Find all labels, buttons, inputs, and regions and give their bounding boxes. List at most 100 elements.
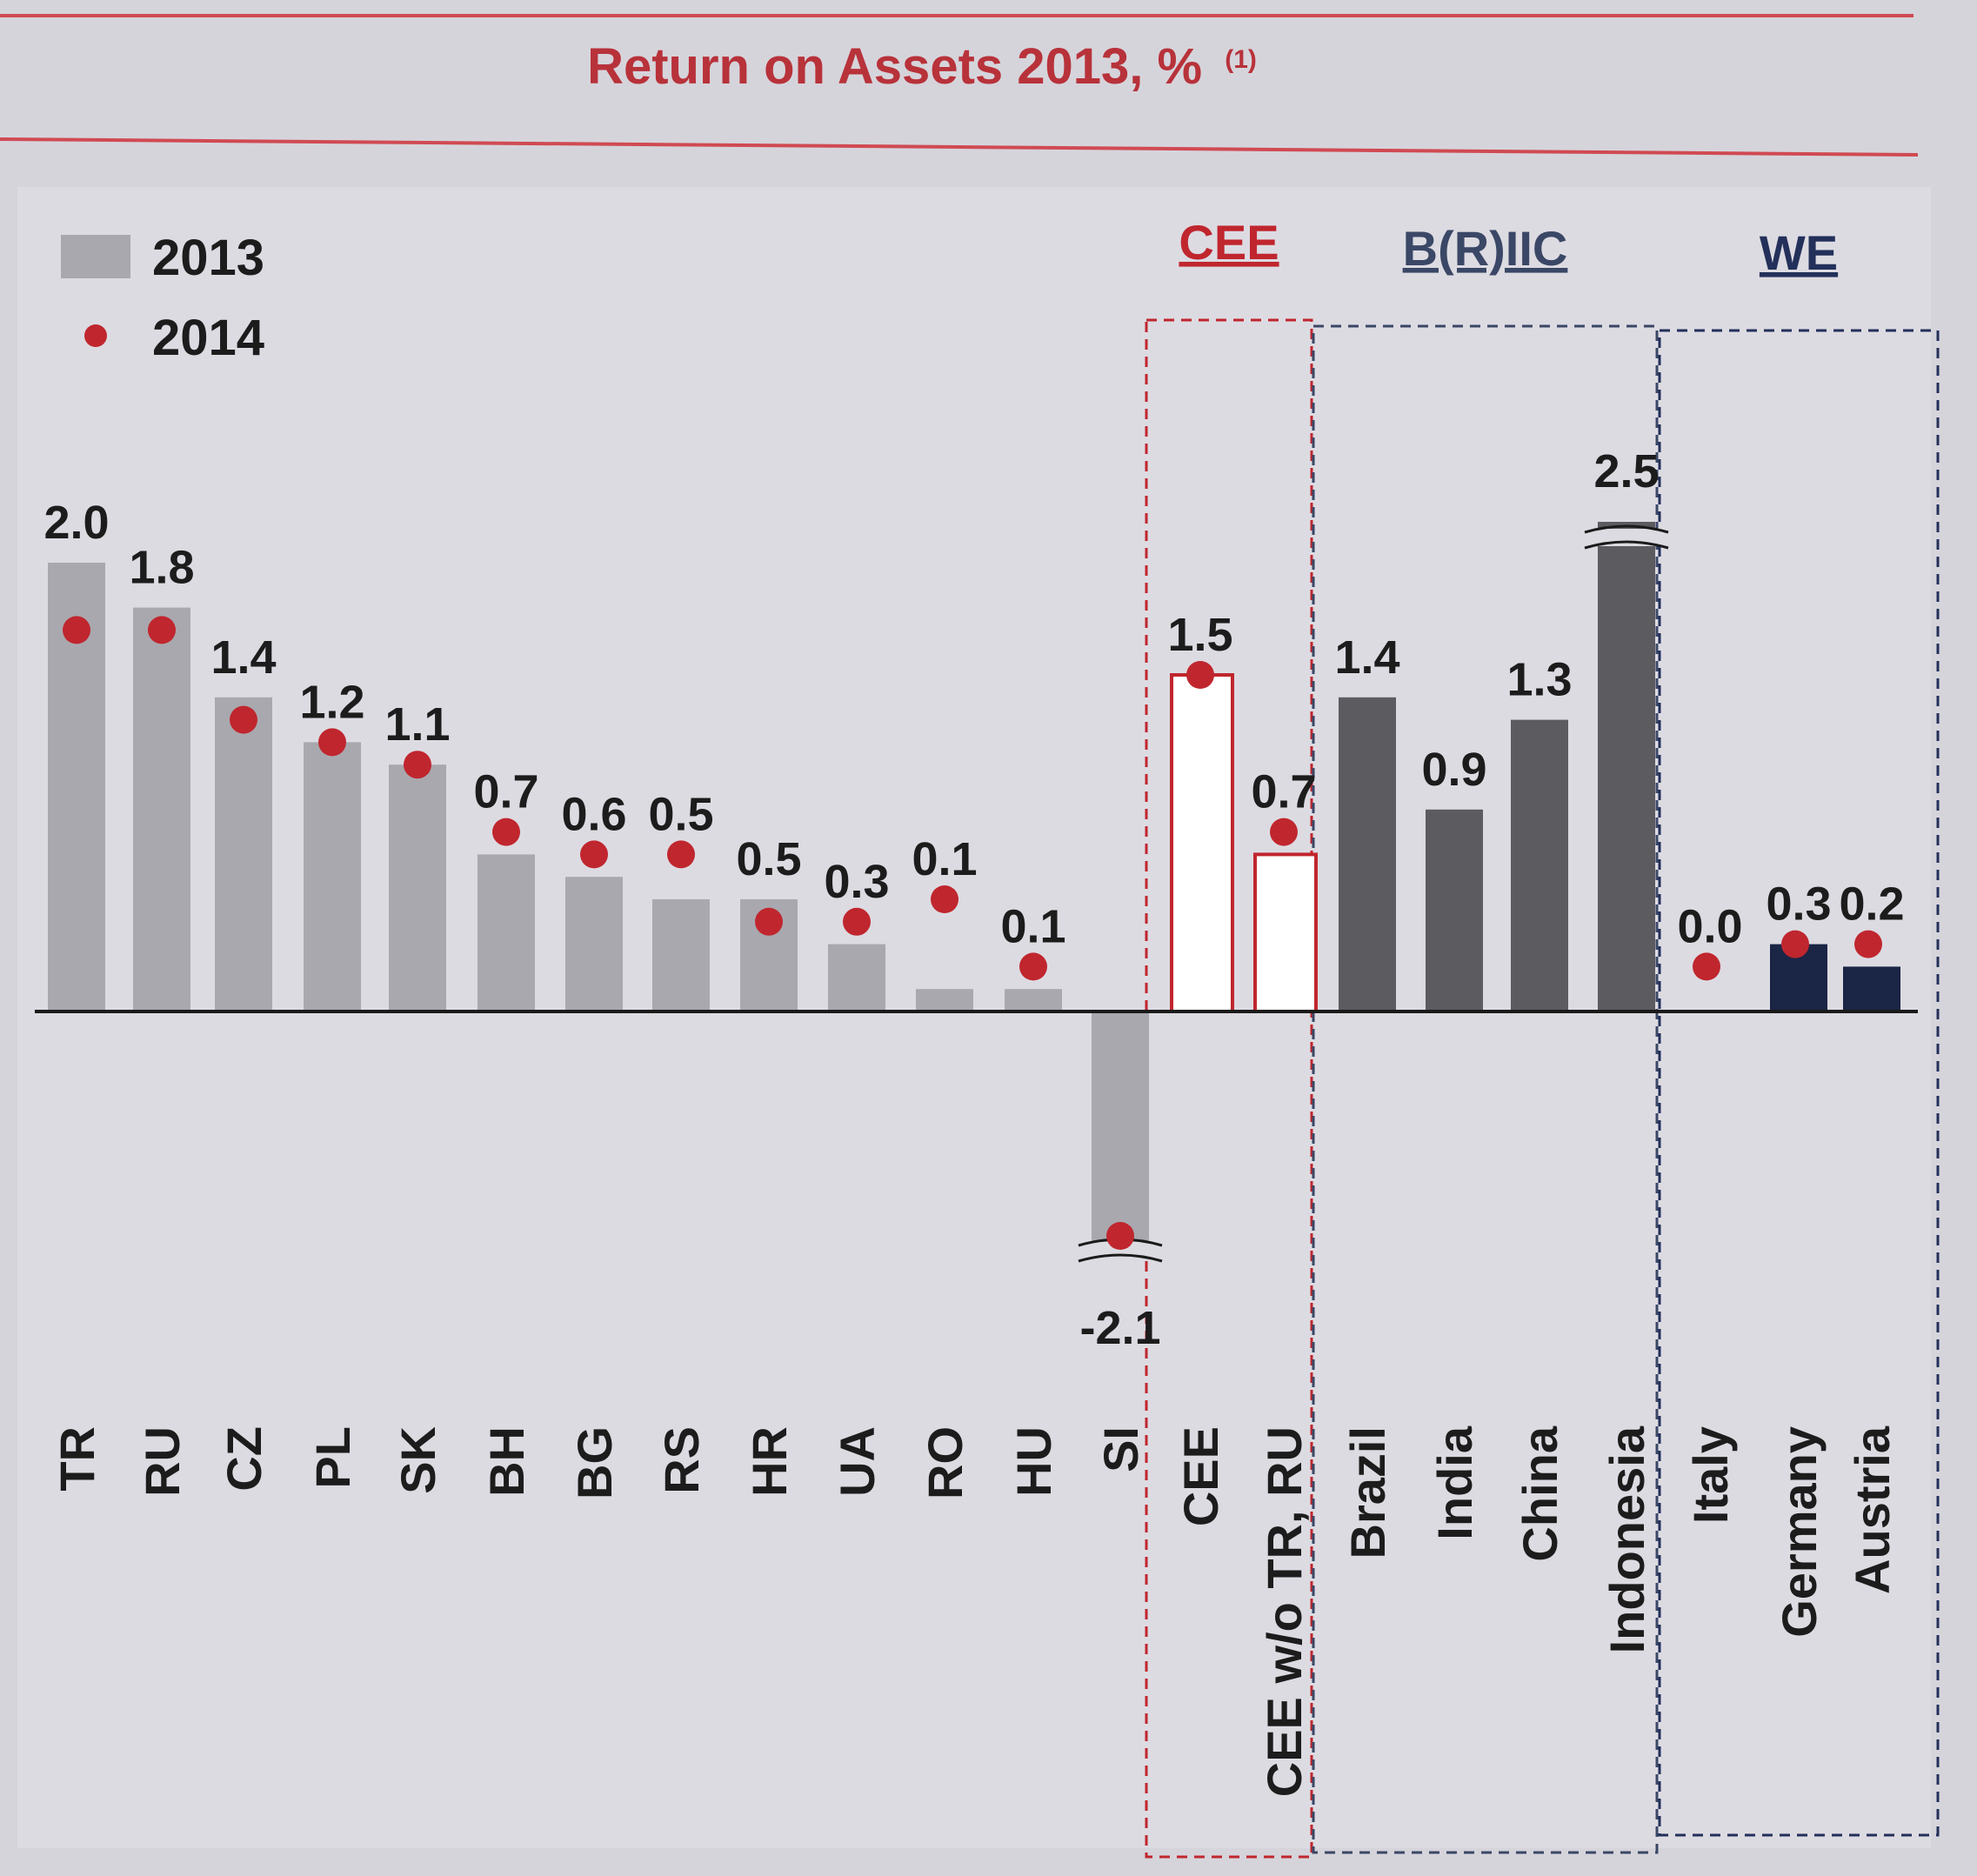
value-label-tr: 2.0 xyxy=(43,497,109,549)
category-label-brazil: Brazil xyxy=(1340,1426,1395,1559)
category-label-bg: BG xyxy=(567,1426,622,1499)
category-label-austria: Austria xyxy=(1845,1425,1900,1594)
dot-2014-cz xyxy=(230,705,257,734)
category-label-cz: CZ xyxy=(217,1426,271,1492)
bar-cee xyxy=(1170,673,1234,1013)
value-label-hu: 0.1 xyxy=(1000,900,1065,952)
break-line-bottom-indonesia xyxy=(1584,540,1669,550)
value-label-ua: 0.3 xyxy=(824,856,889,908)
value-label-bh: 0.7 xyxy=(473,766,538,818)
bars-2013 xyxy=(48,522,1900,1257)
value-label-germany: 0.3 xyxy=(1766,878,1831,931)
break-gap-si xyxy=(1079,1242,1162,1259)
bar-indonesia xyxy=(1598,522,1655,1011)
axis-breaks xyxy=(1078,524,1669,1263)
group-label-cee: CEE xyxy=(1179,215,1279,270)
bar-hu xyxy=(1005,989,1062,1011)
bar-india xyxy=(1426,809,1483,1011)
value-label-cee-w-o-tr-ru: 0.7 xyxy=(1251,766,1316,818)
dot-2014-tr xyxy=(63,616,90,644)
category-label-italy: Italy xyxy=(1683,1426,1738,1524)
value-label-cz: 1.4 xyxy=(210,631,276,684)
legend-2013-label: 2013 xyxy=(152,230,264,286)
chart-title-footnote: (1) xyxy=(1225,45,1257,74)
value-label-sk: 1.1 xyxy=(384,698,450,751)
value-labels: 2.0 1.8 1.4 1.2 1.1 0.7 0.6 0.5 0.5 0.3 0.1 0.1 -2.1… xyxy=(43,445,1904,1354)
bar-china xyxy=(1511,719,1568,1011)
bar-bg xyxy=(565,877,623,1011)
category-label-hu: HU xyxy=(1006,1426,1061,1497)
category-label-germany: Germany xyxy=(1772,1426,1827,1638)
category-label-india: India xyxy=(1427,1425,1482,1540)
category-label-sk: SK xyxy=(391,1426,445,1494)
category-label-ua: UA xyxy=(830,1426,885,1497)
bar-ro xyxy=(916,989,973,1011)
group-label-b-r-iic: B(R)IIC xyxy=(1403,221,1568,276)
dot-2014-bh xyxy=(492,818,520,846)
bar-brazil xyxy=(1339,697,1396,1011)
chart-title-text: Return on Assets 2013, % xyxy=(587,38,1202,95)
bar-cz xyxy=(215,697,272,1011)
category-labels: TR RU CZ PL SK BH BG RS HR UA RO HU SI CEE CEE w/o TR,… xyxy=(50,1425,1900,1797)
bar-si xyxy=(1092,1011,1149,1257)
bar-ru xyxy=(133,607,190,1011)
category-label-ro: RO xyxy=(918,1426,972,1499)
bar-rs xyxy=(652,899,710,1011)
value-label-bg: 0.6 xyxy=(561,788,626,840)
title-rule xyxy=(0,137,1919,157)
dot-2014-germany xyxy=(1781,930,1809,958)
plot-panel xyxy=(17,187,1931,1848)
value-label-ro: 0.1 xyxy=(912,833,977,885)
dot-2014-ua xyxy=(843,907,871,936)
break-gap-indonesia xyxy=(1585,529,1668,546)
dot-2014-si xyxy=(1106,1222,1134,1250)
bar-austria xyxy=(1843,966,1900,1011)
chart-title: Return on Assets 2013, % (1) xyxy=(587,38,1257,95)
legend-2014-dot xyxy=(84,324,107,347)
category-label-cee-w-o-tr-ru: CEE w/o TR, RU xyxy=(1257,1426,1312,1797)
break-line-bottom-si xyxy=(1078,1253,1163,1263)
category-label-pl: PL xyxy=(305,1426,360,1489)
category-label-china: China xyxy=(1513,1425,1567,1561)
dot-2014-austria xyxy=(1854,930,1882,958)
dot-2014-cee-w-o-tr-ru xyxy=(1270,818,1298,846)
dot-2014-ro xyxy=(931,885,958,913)
value-label-pl: 1.2 xyxy=(299,676,364,728)
dot-2014-bg xyxy=(580,840,608,869)
legend-2014-label: 2014 xyxy=(152,310,264,366)
dot-2014-rs xyxy=(667,840,695,869)
value-label-ru: 1.8 xyxy=(129,542,194,594)
dot-2014-cee xyxy=(1186,661,1214,689)
category-label-indonesia: Indonesia xyxy=(1600,1425,1654,1653)
value-label-china: 1.3 xyxy=(1506,654,1572,706)
bar-bh xyxy=(478,854,535,1011)
group-frame-we xyxy=(1658,329,1940,1837)
bar-ua xyxy=(828,944,885,1011)
group-frames: CEE B(R)IIC WE xyxy=(1145,215,1940,1859)
value-label-brazil: 1.4 xyxy=(1334,631,1399,684)
value-label-si: -2.1 xyxy=(1079,1302,1160,1354)
bar-pl xyxy=(304,742,361,1011)
category-label-hr: HR xyxy=(742,1426,797,1497)
group-label-we: WE xyxy=(1760,225,1838,280)
dot-2014-hr xyxy=(755,907,783,936)
category-label-si: SI xyxy=(1093,1426,1148,1472)
value-label-rs: 0.5 xyxy=(648,788,713,840)
dot-2014-sk xyxy=(404,751,431,779)
value-label-cee: 1.5 xyxy=(1167,609,1232,661)
bar-cee-w-o-tr-ru xyxy=(1253,852,1318,1014)
category-label-cee: CEE xyxy=(1173,1426,1228,1526)
value-label-italy: 0.0 xyxy=(1677,900,1742,952)
category-label-rs: RS xyxy=(654,1426,709,1494)
break-line-top-indonesia xyxy=(1584,524,1669,534)
dots-2014 xyxy=(63,616,1882,1250)
dot-2014-ru xyxy=(148,616,176,644)
value-label-hr: 0.5 xyxy=(736,833,801,885)
category-label-bh: BH xyxy=(479,1426,534,1497)
value-label-austria: 0.2 xyxy=(1839,878,1904,931)
dot-2014-hu xyxy=(1019,952,1047,981)
dot-2014-italy xyxy=(1693,952,1720,981)
group-frame-b-r-iic xyxy=(1312,324,1659,1854)
category-label-ru: RU xyxy=(135,1426,190,1497)
